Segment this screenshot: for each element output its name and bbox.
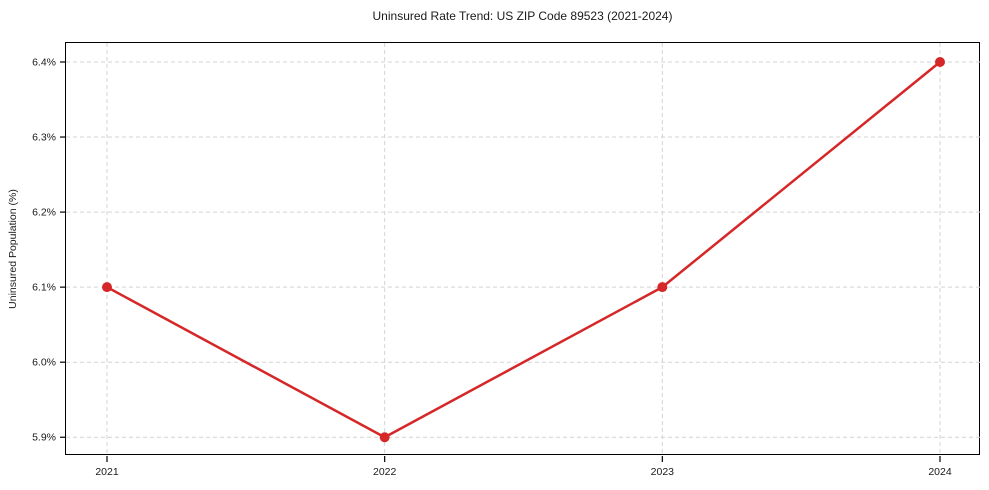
plot-area: 5.9% 6.0% 6.1% 6.2% 6.3% 6.4% 2021 2022 2023 2024: [32, 42, 981, 478]
series-line: [105, 60, 942, 439]
chart-canvas: 5.9% 6.0% 6.1% 6.2% 6.3% 6.4% 2021 2022 2023 2024: [32, 43, 981, 478]
y-tick-label: 6.0%: [32, 357, 56, 369]
chart-title: Uninsured Rate Trend: US ZIP Code 89523 …: [372, 9, 673, 23]
x-tick-label: 2021: [95, 466, 119, 478]
y-tick-label: 5.9%: [32, 432, 56, 444]
data-point-marker: [102, 282, 112, 293]
y-axis-label: Uninsured Population (%): [7, 189, 19, 309]
y-tick-label: 6.1%: [32, 282, 56, 294]
y-tick-label: 6.2%: [32, 207, 56, 219]
x-tick-label: 2022: [373, 466, 397, 478]
data-point-marker: [935, 56, 945, 67]
x-tick-label: 2023: [651, 466, 675, 478]
x-tick-label: 2024: [928, 466, 952, 478]
data-point-marker: [657, 282, 668, 293]
data-point-marker: [379, 432, 390, 443]
y-tick-label: 6.3%: [32, 132, 56, 144]
y-tick-label: 6.4%: [32, 56, 56, 68]
